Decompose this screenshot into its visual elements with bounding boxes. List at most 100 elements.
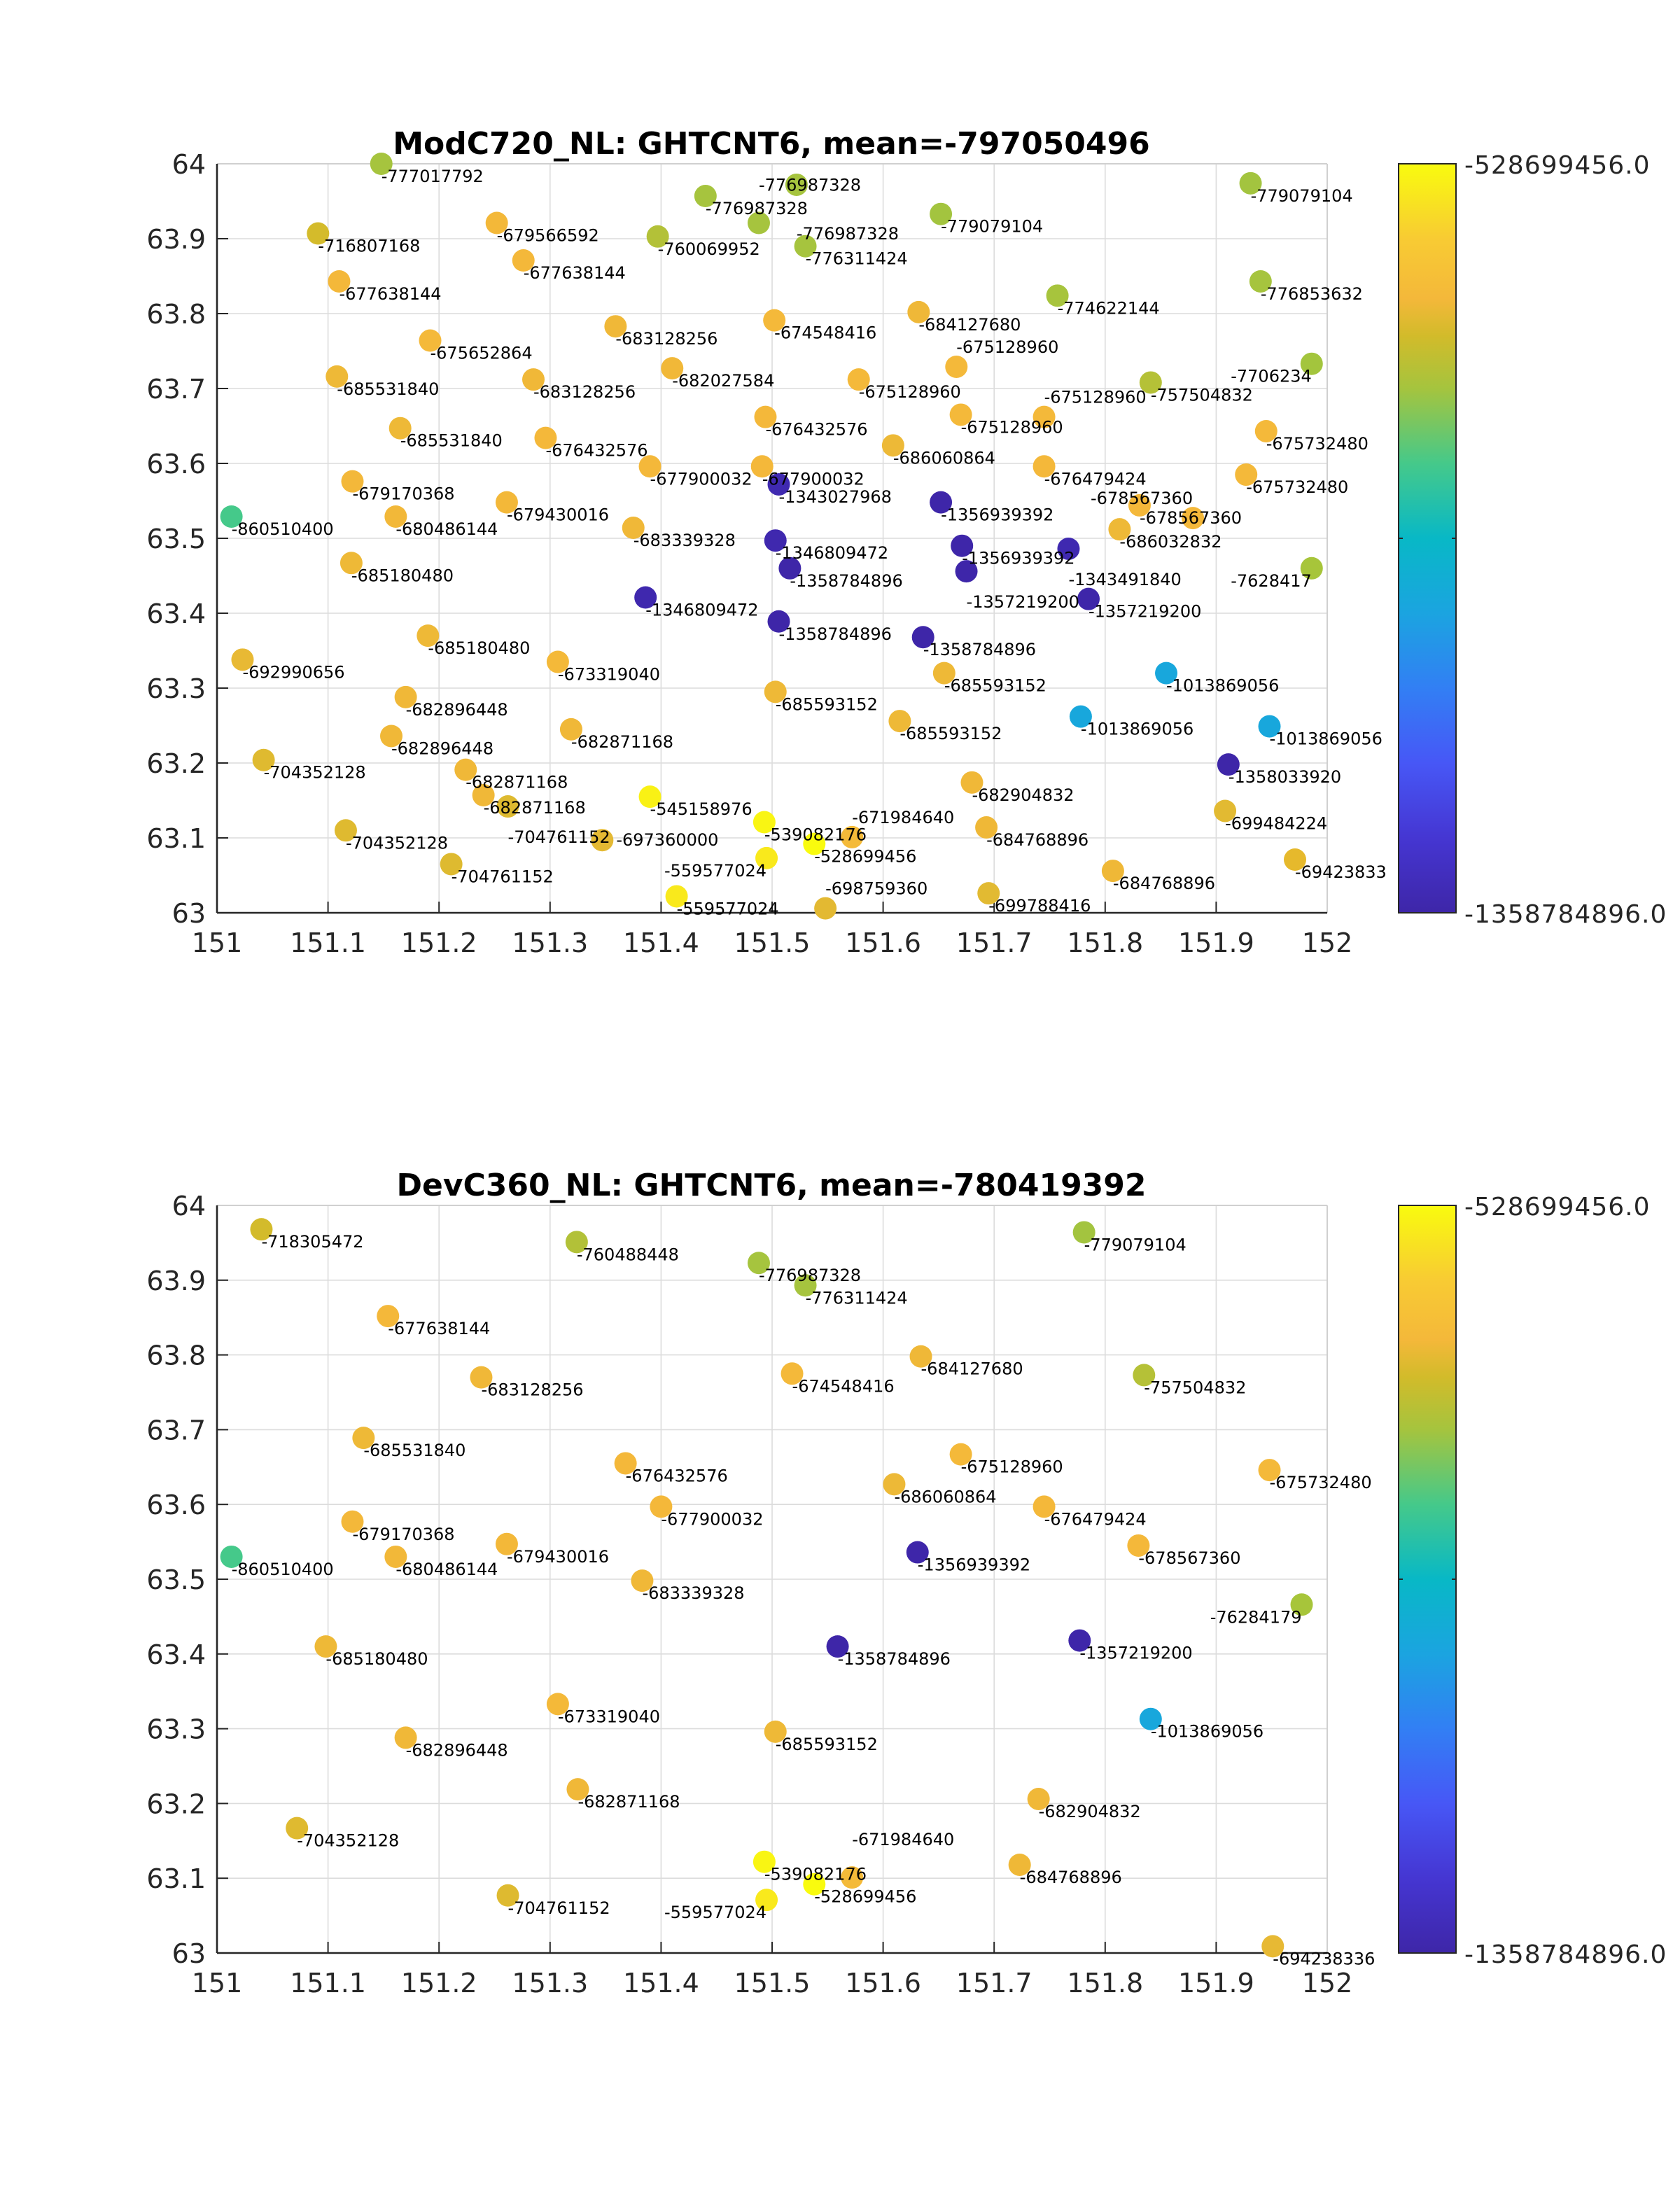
point-value-label: -683339328 [642,1583,744,1603]
x-tick-label: 151.7 [956,927,1032,958]
point-value-label: -679170368 [352,484,454,504]
point-value-label: -76284179 [1210,1607,1302,1627]
point-value-label: -674548416 [792,1376,895,1396]
y-tick-label: 63.1 [146,1863,206,1894]
point-value-label: -7628417 [1231,571,1312,591]
point-value-label: -718305472 [261,1232,363,1252]
scatter-point [566,1778,589,1801]
point-value-label: -682904832 [972,785,1074,805]
point-value-label: -1357219200 [1079,1644,1192,1663]
point-value-label: -684768896 [1113,874,1215,893]
point-value-label: -1346809472 [776,543,888,563]
point-value-label: -686060864 [894,1487,996,1506]
scatter-point [847,368,870,391]
point-value-label: -699788416 [988,896,1091,916]
scatter-point [1128,493,1151,517]
point-value-label: -1013869056 [1270,729,1382,749]
scatter-point [231,648,254,671]
point-value-label: -677638144 [339,284,441,304]
point-value-label: -704352128 [264,763,366,783]
scatter-point [955,560,978,583]
point-value-label: -776987328 [706,199,808,218]
x-tick-label: 151.4 [623,1968,699,1998]
y-tick-label: 63.5 [146,1564,206,1595]
scatter-point [951,534,974,557]
x-tick-label: 151 [192,1968,243,1998]
point-value-label: -7706234 [1231,367,1312,386]
y-tick-label: 63.6 [146,449,206,479]
scatter-point [1072,1221,1096,1244]
point-value-label: -684768896 [986,830,1088,850]
point-value-label: -1343491840 [1068,570,1181,589]
scatter-point [1108,518,1131,541]
scatter-point [1214,799,1237,822]
point-value-label: -682896448 [406,1740,508,1760]
point-value-label: -776987328 [797,224,899,244]
point-value-label: -539082176 [764,825,867,845]
scatter-point [250,1218,273,1241]
scatter-point [341,1510,364,1533]
point-value-label: -679170368 [352,1525,454,1544]
scatter-point [1133,1364,1156,1387]
scatter-point [307,222,330,245]
point-value-label: -682871168 [571,732,673,752]
point-value-label: -675128960 [1044,388,1147,407]
scatter-point [650,1495,673,1518]
point-value-label: -683128256 [615,329,718,349]
point-value-label: -694238336 [1273,1949,1375,1968]
x-tick-label: 151.2 [401,927,477,958]
x-tick-label: 151.3 [512,1968,588,1998]
scatter-point [778,556,802,580]
scatter-point [334,819,357,842]
scatter-point [930,491,953,514]
point-value-label: -675732480 [1246,477,1348,497]
scatter-point [340,552,363,575]
point-value-label: -675128960 [961,417,1063,437]
scatter-point [755,1889,778,1912]
scatter-point [1254,419,1278,442]
x-tick-label: 151.5 [734,1968,811,1998]
point-value-label: -757504832 [1151,385,1253,405]
scatter-point [907,300,930,323]
bottom-scatter-chart: DevC360_NL: GHTCNT6, mean=-780419392 151… [146,1168,1666,1998]
colorbar-max-label: -528699456.0 [1464,1193,1650,1222]
point-value-label: -685180480 [326,1649,428,1669]
scatter-point [888,710,911,733]
colorbar-max-label: -528699456.0 [1464,151,1650,180]
point-value-label: -685531840 [363,1441,465,1460]
scatter-point [384,1545,407,1568]
point-value-label: -685593152 [776,1735,878,1754]
scatter-point [794,1274,817,1297]
point-value-label: -760069952 [658,239,760,259]
point-value-label: -673319040 [558,665,660,685]
scatter-point [1217,753,1240,776]
scatter-point [377,1305,400,1328]
point-value-label: -686060864 [893,448,995,468]
scatter-point [341,470,364,493]
y-tick-label: 63.5 [146,524,206,554]
x-tick-label: 151.8 [1067,1968,1143,1998]
scatter-point [906,1541,929,1564]
scatter-point [388,416,412,440]
point-value-label: -678567360 [1140,508,1242,528]
scatter-point [754,405,777,428]
y-tick-label: 64 [172,149,206,180]
scatter-point [638,455,662,478]
x-tick-label: 151.6 [845,1968,921,1998]
scatter-point [512,249,535,272]
points-layer [220,153,1323,920]
scatter-point [485,211,508,234]
x-tick-label: 151.1 [290,1968,366,1998]
point-value-label: -683128256 [481,1380,583,1400]
y-tick-label: 63.3 [146,673,206,704]
point-value-label: -1358784896 [838,1649,951,1669]
scatter-point [1057,537,1080,560]
scatter-point [220,1545,243,1568]
scatter-point [909,1345,932,1368]
scatter-point [764,529,787,552]
scatter-point [1008,1853,1031,1876]
scatter-point [440,853,463,876]
scatter-point [1046,284,1069,307]
top-scatter-chart: ModC720_NL: GHTCNT6, mean=-797050496 151… [146,126,1666,958]
scatter-point [881,434,904,457]
